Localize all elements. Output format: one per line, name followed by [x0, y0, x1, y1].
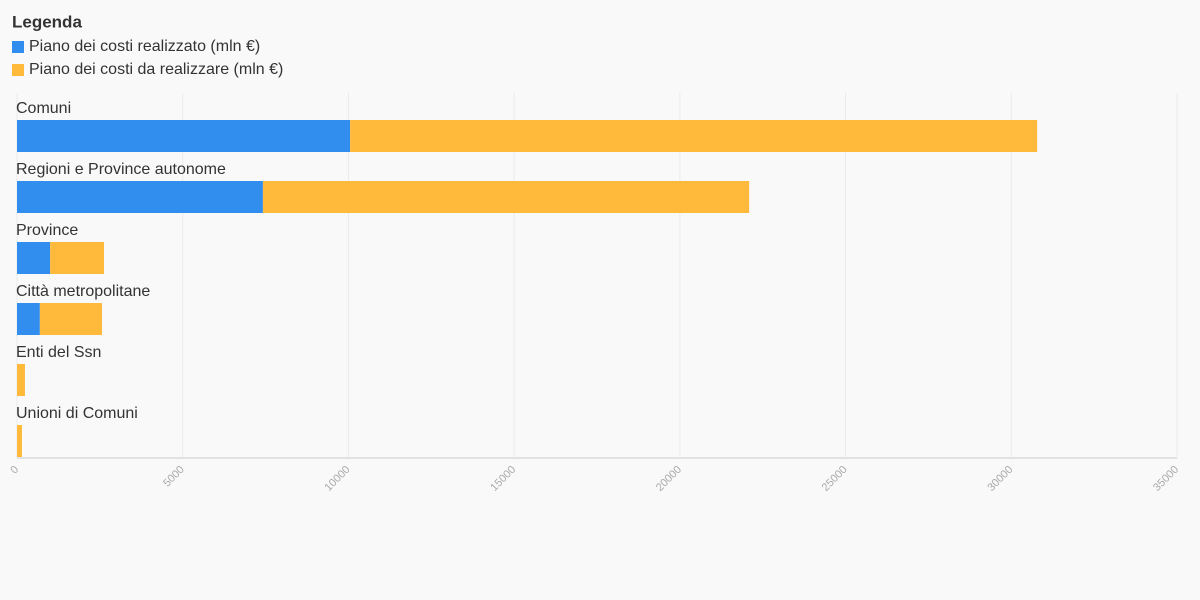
- category-label: Città metropolitane: [16, 283, 150, 300]
- bar-segment: [17, 242, 51, 274]
- legend-title: Legenda: [12, 12, 82, 31]
- legend-swatch: [12, 41, 24, 53]
- legend-swatch: [12, 64, 24, 76]
- category-label: Unioni di Comuni: [16, 405, 138, 422]
- bar-segment: [17, 425, 22, 457]
- category-label: Enti del Ssn: [16, 344, 101, 361]
- bar-segment: [262, 181, 750, 213]
- bar-segment: [17, 364, 25, 396]
- bar-segment: [17, 303, 40, 335]
- bar-segment: [39, 303, 103, 335]
- category-label: Regioni e Province autonome: [16, 161, 226, 178]
- legend-label: Piano dei costi da realizzare (mln €): [29, 61, 283, 78]
- category-label: Comuni: [16, 100, 71, 117]
- legend-label: Piano dei costi realizzato (mln €): [29, 38, 260, 55]
- bar-segment: [50, 242, 104, 274]
- category-label: Province: [16, 222, 78, 239]
- bar-segment: [17, 181, 263, 213]
- bar-segment: [350, 120, 1038, 152]
- bar-segment: [17, 120, 351, 152]
